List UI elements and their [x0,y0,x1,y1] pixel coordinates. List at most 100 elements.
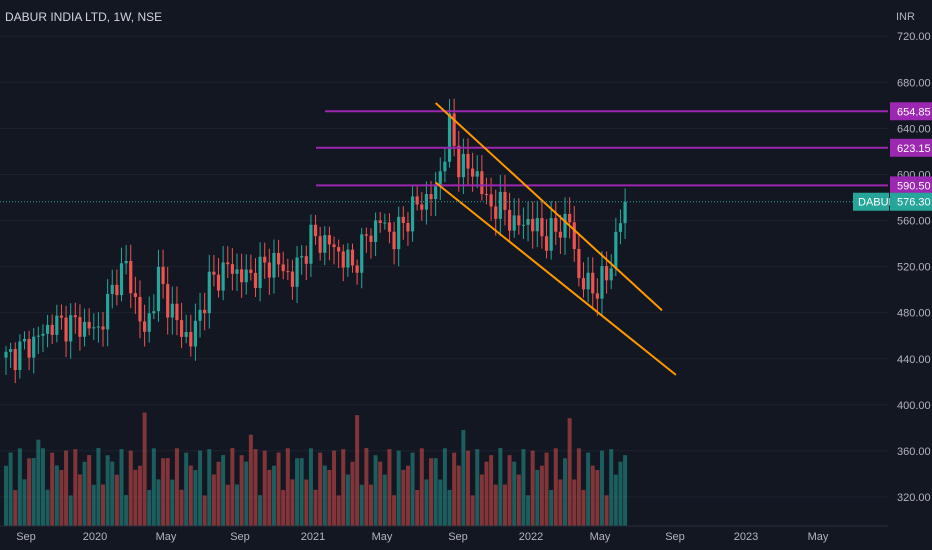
volume-bar [563,458,568,526]
volume-bar [244,461,249,526]
candle-body [581,278,586,290]
volume-bar [549,489,554,526]
level-badge-label: 590.50 [897,180,931,192]
x-tick-label: 2020 [83,531,107,543]
volume-bar [4,465,8,526]
volume-bar [516,474,521,526]
volume-bar [341,449,346,526]
level-badge [890,102,932,121]
x-tick-label: 2021 [301,531,325,543]
volume-bar [50,452,55,526]
volume-bar [221,455,226,526]
candle-body [609,268,613,281]
candle-body [461,153,465,178]
candle-body [471,168,475,177]
level-badge [890,138,932,157]
volume-bar [36,439,41,526]
volume-bar [262,450,267,526]
candle-body [355,265,359,273]
candle-body [309,224,313,264]
volume-bar [230,448,235,526]
volume-bar [581,489,586,526]
volume-bar [147,490,152,526]
volume-bar [466,450,470,526]
candle-body [605,266,609,281]
y-tick-label: 720.00 [897,31,931,43]
volume-bar [327,470,332,526]
volume-bar [359,484,364,526]
candle-body [212,271,216,275]
volume-bar [613,474,618,526]
channel-upper-line[interactable] [434,102,663,312]
volume-bar [128,450,133,526]
candle-body [295,257,299,287]
volume-bar [618,461,623,526]
channel-lower-line[interactable] [435,181,677,376]
x-tick-label: May [372,531,393,543]
volume-bar [373,455,378,526]
volume-bar [433,458,438,526]
volume-bar [68,495,73,526]
candle-body [124,260,128,264]
volume-bar [604,495,609,526]
volume-bar [45,489,50,526]
volume-bar [475,449,480,526]
candle-body [531,218,535,232]
candle-body [475,171,479,177]
volume-bar [498,448,503,526]
candle-body [507,209,512,231]
candle-body [258,256,262,288]
volume-bar [179,489,184,526]
candle-body [572,222,576,249]
volume-bar [87,455,92,526]
volume-bar [119,449,124,526]
volume-bar [470,495,475,526]
candle-body [429,194,433,200]
candle-body [281,264,285,272]
last-price-badge [890,192,932,211]
candle-body [563,213,567,238]
price-axis[interactable]: 320.00 360.00 400.00 440.00 480.00 520.00 560.… [897,31,931,504]
volume-bar [521,449,526,526]
volume-bar [156,479,161,526]
y-tick-label: 440.00 [897,354,931,366]
volume-bar [151,448,156,526]
volume-bar [530,450,535,526]
candle-body [415,196,419,205]
candle-body [350,249,355,266]
volume-bar [101,484,106,526]
time-axis[interactable]: Sep 2020 May Sep 2021 May Sep 2022 May Sep 2023 May [0,525,888,543]
volume-bar [271,465,276,526]
volume-bar [355,415,360,526]
candle-body [466,153,470,169]
volume-bar [17,448,22,526]
volume-bar [77,474,82,526]
volume-bar [313,489,318,526]
candle-body [406,222,410,232]
candle-body [323,235,327,253]
candle-body [106,294,110,330]
y-tick-label: 560.00 [897,216,931,228]
candle-body [369,235,373,242]
volume-bar [59,470,64,526]
candle-body [267,262,271,278]
candle-body [216,274,221,291]
descending-channel [434,102,677,376]
volume-bar [438,479,443,526]
candle-body [78,317,82,337]
candle-body [193,320,198,347]
volume-bar [114,474,119,526]
volume-bar [308,448,313,526]
candle-body [133,293,137,297]
volume-bar [378,461,383,526]
candle-body [276,252,281,265]
volume-bar [539,465,544,526]
volume-bar [142,412,147,526]
x-tick-label: Sep [16,531,36,543]
y-tick-label: 360.00 [897,446,931,458]
volume-bar [216,461,221,526]
candle-body [438,171,442,186]
candle-body [69,315,73,342]
